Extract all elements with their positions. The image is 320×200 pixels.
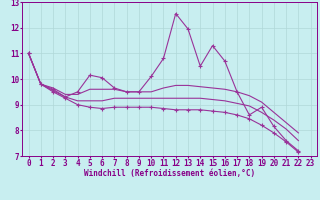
X-axis label: Windchill (Refroidissement éolien,°C): Windchill (Refroidissement éolien,°C) <box>84 169 255 178</box>
